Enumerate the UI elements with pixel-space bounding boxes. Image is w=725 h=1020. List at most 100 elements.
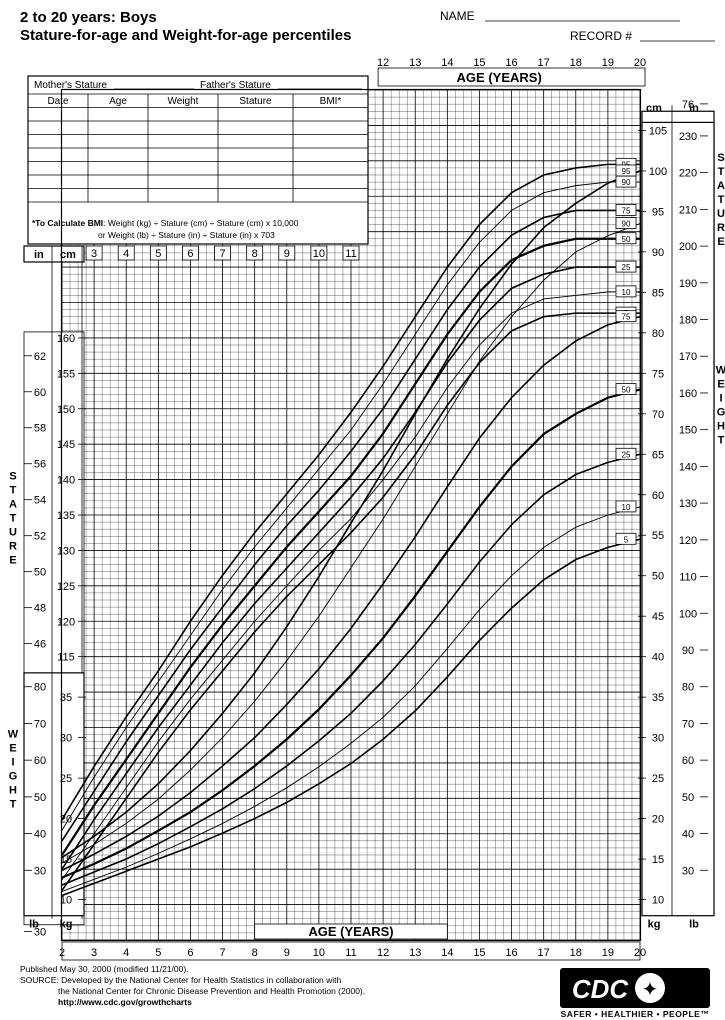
svg-text:60: 60 (682, 755, 694, 767)
svg-text:S: S (717, 152, 725, 164)
svg-text:4: 4 (123, 248, 129, 260)
svg-text:50: 50 (34, 792, 46, 804)
svg-text:100: 100 (679, 608, 697, 620)
svg-text:62: 62 (34, 351, 46, 363)
svg-text:30: 30 (682, 865, 694, 877)
svg-text:5: 5 (155, 248, 161, 260)
svg-text:25: 25 (622, 263, 631, 272)
svg-text:25: 25 (652, 773, 664, 785)
svg-text:75: 75 (622, 313, 631, 322)
svg-text:9: 9 (284, 248, 290, 260)
svg-text:70: 70 (652, 409, 664, 421)
svg-text:G: G (9, 771, 20, 783)
svg-text:U: U (717, 208, 725, 220)
svg-text:70: 70 (34, 718, 46, 730)
svg-text:G: G (717, 406, 725, 418)
svg-text:105: 105 (649, 125, 667, 137)
svg-text:90: 90 (622, 220, 631, 229)
svg-text:140: 140 (57, 475, 75, 487)
svg-text:120: 120 (57, 616, 75, 628)
svg-text:the National Center for Chroni: the National Center for Chronic Disease … (58, 986, 365, 996)
svg-text:76: 76 (682, 99, 694, 111)
cdc-tagline: SAFER • HEALTHIER • PEOPLE™ (561, 1009, 710, 1019)
svg-text:15: 15 (652, 854, 664, 866)
svg-text:90: 90 (622, 178, 631, 187)
unit-cm-left: cm (60, 249, 76, 261)
svg-text:6: 6 (187, 248, 193, 260)
svg-text:T: T (10, 513, 19, 525)
svg-text:210: 210 (679, 204, 697, 216)
svg-text:R: R (717, 222, 725, 234)
svg-text:R: R (9, 541, 19, 553)
svg-text:40: 40 (652, 652, 664, 664)
svg-text:E: E (9, 743, 18, 755)
svg-text:100: 100 (649, 166, 667, 178)
svg-text:10: 10 (313, 248, 325, 260)
svg-text:85: 85 (652, 287, 664, 299)
svg-text:150: 150 (679, 425, 697, 437)
svg-text:Stature: Stature (239, 96, 272, 107)
svg-text:T: T (718, 194, 725, 206)
svg-text:BMI*: BMI* (320, 96, 342, 107)
svg-text:E: E (717, 378, 725, 390)
svg-text:CDC: CDC (572, 974, 630, 1004)
svg-text:7: 7 (219, 248, 225, 260)
svg-text:12: 12 (377, 947, 389, 959)
svg-text:lb: lb (689, 919, 699, 931)
svg-text:120: 120 (679, 535, 697, 547)
unit-in-left: in (34, 249, 44, 261)
svg-text:80: 80 (652, 328, 664, 340)
svg-text:60: 60 (34, 387, 46, 399)
svg-text:8: 8 (252, 248, 258, 260)
svg-text:95: 95 (622, 167, 631, 176)
title-line-1: 2 to 20 years: Boys (20, 9, 157, 26)
svg-text:150: 150 (57, 404, 75, 416)
svg-text:50: 50 (652, 571, 664, 583)
svg-text:8: 8 (252, 947, 258, 959)
svg-text:180: 180 (679, 315, 697, 327)
svg-text:40: 40 (682, 829, 694, 841)
svg-text:30: 30 (652, 733, 664, 745)
svg-text:A: A (717, 180, 725, 192)
svg-text:T: T (718, 434, 725, 446)
svg-text:140: 140 (679, 461, 697, 473)
svg-text:60: 60 (652, 490, 664, 502)
svg-text:19: 19 (602, 57, 614, 69)
svg-text:E: E (9, 555, 18, 567)
svg-text:6: 6 (187, 947, 193, 959)
title-line-2: Stature-for-age and Weight-for-age perce… (20, 27, 351, 44)
svg-text:160: 160 (57, 333, 75, 345)
svg-text:170: 170 (679, 351, 697, 363)
svg-text:http://www.cdc.gov/growthchart: http://www.cdc.gov/growthcharts (58, 997, 192, 1007)
svg-text:3: 3 (91, 248, 97, 260)
svg-text:13: 13 (409, 57, 421, 69)
svg-text:46: 46 (34, 639, 46, 651)
svg-text:19: 19 (602, 947, 614, 959)
svg-text:135: 135 (57, 510, 75, 522)
svg-text:lb: lb (29, 919, 39, 931)
svg-text:220: 220 (679, 168, 697, 180)
svg-text:30: 30 (34, 865, 46, 877)
svg-text:90: 90 (682, 645, 694, 657)
svg-text:80: 80 (34, 682, 46, 694)
svg-text:80: 80 (682, 682, 694, 694)
svg-text:A: A (9, 499, 19, 511)
svg-text:W: W (716, 364, 725, 376)
svg-text:17: 17 (538, 947, 550, 959)
svg-text:145: 145 (57, 439, 75, 451)
svg-text:11: 11 (345, 947, 356, 959)
svg-text:*To Calculate BMI: Weight (kg): *To Calculate BMI: Weight (kg) ÷ Stature… (32, 218, 299, 228)
svg-text:58: 58 (34, 423, 46, 435)
svg-text:25: 25 (622, 450, 631, 459)
svg-text:16: 16 (505, 947, 517, 959)
svg-text:20: 20 (634, 947, 646, 959)
svg-text:75: 75 (622, 206, 631, 215)
svg-text:10: 10 (652, 895, 664, 907)
svg-text:65: 65 (652, 449, 664, 461)
svg-text:Weight: Weight (168, 96, 199, 107)
svg-text:10: 10 (313, 947, 325, 959)
svg-text:17: 17 (538, 57, 550, 69)
svg-text:T: T (718, 166, 725, 178)
svg-text:55: 55 (652, 530, 664, 542)
svg-text:18: 18 (570, 57, 582, 69)
